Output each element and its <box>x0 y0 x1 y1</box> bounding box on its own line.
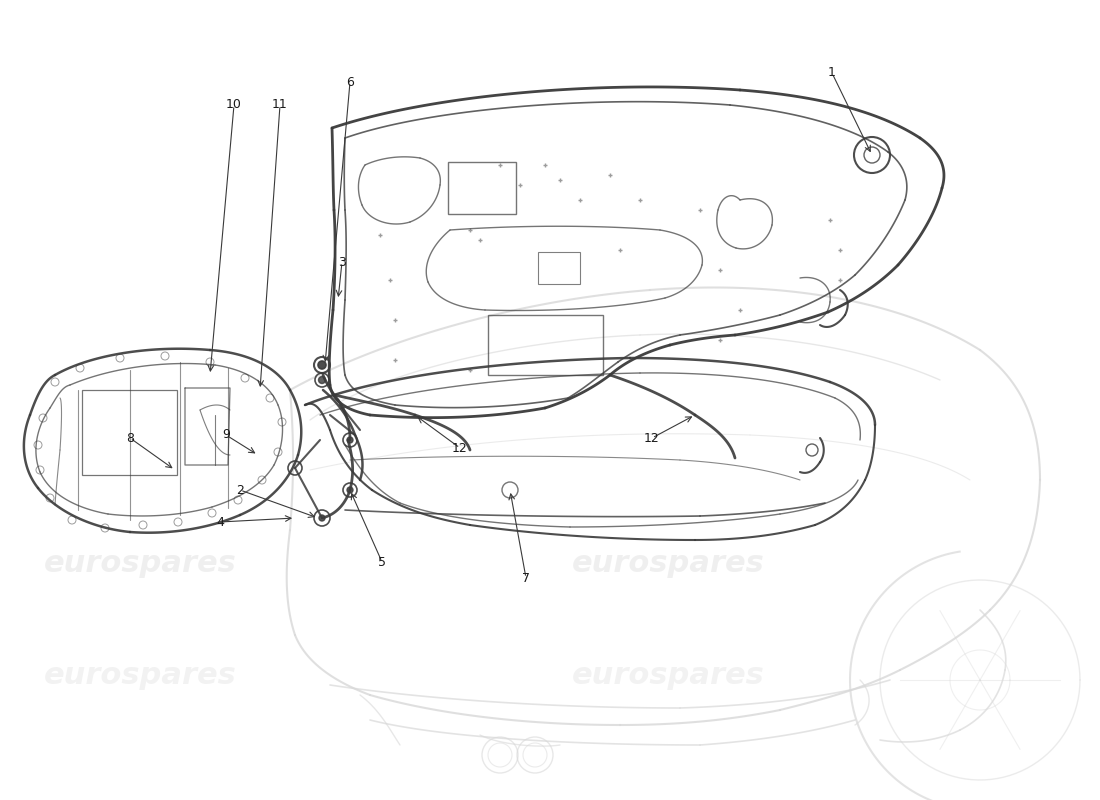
Text: 8: 8 <box>126 431 134 445</box>
Circle shape <box>346 437 353 443</box>
Circle shape <box>346 487 353 493</box>
Bar <box>538 252 580 284</box>
Text: 3: 3 <box>338 255 345 269</box>
Text: 12: 12 <box>645 431 660 445</box>
Circle shape <box>319 377 326 383</box>
Text: 2: 2 <box>236 483 244 497</box>
Text: eurospares: eurospares <box>44 550 236 578</box>
Text: 1: 1 <box>828 66 836 79</box>
Text: 11: 11 <box>272 98 288 111</box>
Bar <box>448 162 516 214</box>
Text: 7: 7 <box>522 571 530 585</box>
Text: 6: 6 <box>346 75 354 89</box>
Text: 5: 5 <box>378 555 386 569</box>
Text: 10: 10 <box>227 98 242 111</box>
Text: eurospares: eurospares <box>572 550 764 578</box>
Circle shape <box>319 515 324 521</box>
Text: 4: 4 <box>216 515 224 529</box>
Text: 9: 9 <box>222 429 230 442</box>
Circle shape <box>318 361 326 369</box>
Bar <box>488 315 603 375</box>
Bar <box>82 390 177 475</box>
Text: 12: 12 <box>452 442 468 454</box>
Text: eurospares: eurospares <box>572 662 764 690</box>
Text: eurospares: eurospares <box>44 662 236 690</box>
